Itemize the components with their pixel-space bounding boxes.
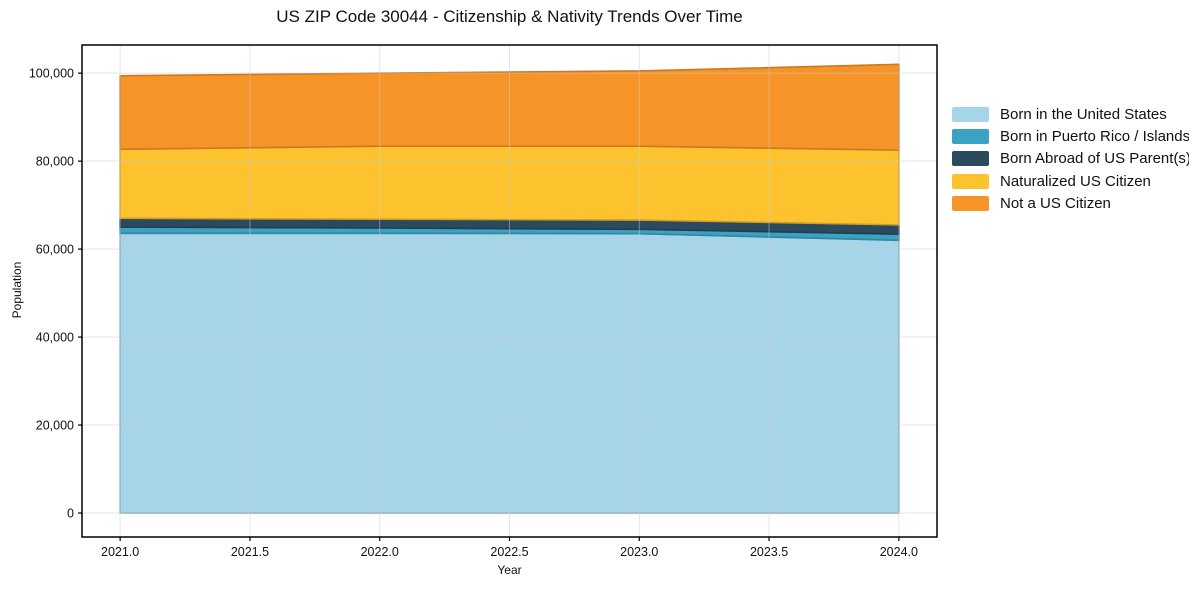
chart-title: US ZIP Code 30044 - Citizenship & Nativi… [276, 7, 743, 26]
legend-item-naturalized: Naturalized US Citizen [952, 170, 1189, 192]
legend-item-not-citizen: Not a US Citizen [952, 193, 1189, 215]
y-tick-label: 0 [67, 507, 74, 521]
x-tick-label: 2024.0 [880, 545, 918, 559]
legend-item-born-puerto-rico: Born in Puerto Rico / Islands [952, 125, 1189, 147]
y-tick-label: 100,000 [29, 67, 74, 81]
legend-swatch-born-abroad [952, 151, 989, 167]
legend-label: Born in Puerto Rico / Islands [1000, 128, 1189, 146]
y-tick-label: 60,000 [36, 243, 74, 257]
y-tick-label: 20,000 [36, 419, 74, 433]
x-tick-label: 2021.0 [101, 545, 139, 559]
y-tick-label: 80,000 [36, 155, 74, 169]
legend-label: Born in the United States [1000, 105, 1167, 123]
legend-swatch-born-puerto-rico [952, 129, 989, 145]
legend-swatch-born-in-us [952, 106, 989, 122]
legend-label: Born Abroad of US Parent(s) [1000, 150, 1189, 168]
legend-label: Not a US Citizen [1000, 195, 1111, 213]
x-tick-label: 2023.5 [750, 545, 788, 559]
legend: Born in the United States Born in Puerto… [952, 103, 1189, 215]
legend-item-born-in-us: Born in the United States [952, 103, 1189, 125]
x-tick-label: 2023.0 [620, 545, 658, 559]
legend-swatch-naturalized [952, 173, 989, 189]
legend-swatch-not-citizen [952, 196, 989, 212]
x-tick-label: 2022.5 [490, 545, 528, 559]
legend-label: Naturalized US Citizen [1000, 172, 1151, 190]
x-tick-label: 2022.0 [361, 545, 399, 559]
x-axis-label: Year [497, 563, 522, 577]
legend-item-born-abroad: Born Abroad of US Parent(s) [952, 148, 1189, 170]
x-tick-label: 2021.5 [231, 545, 269, 559]
y-tick-label: 40,000 [36, 331, 74, 345]
y-axis-label: Population [10, 261, 24, 319]
